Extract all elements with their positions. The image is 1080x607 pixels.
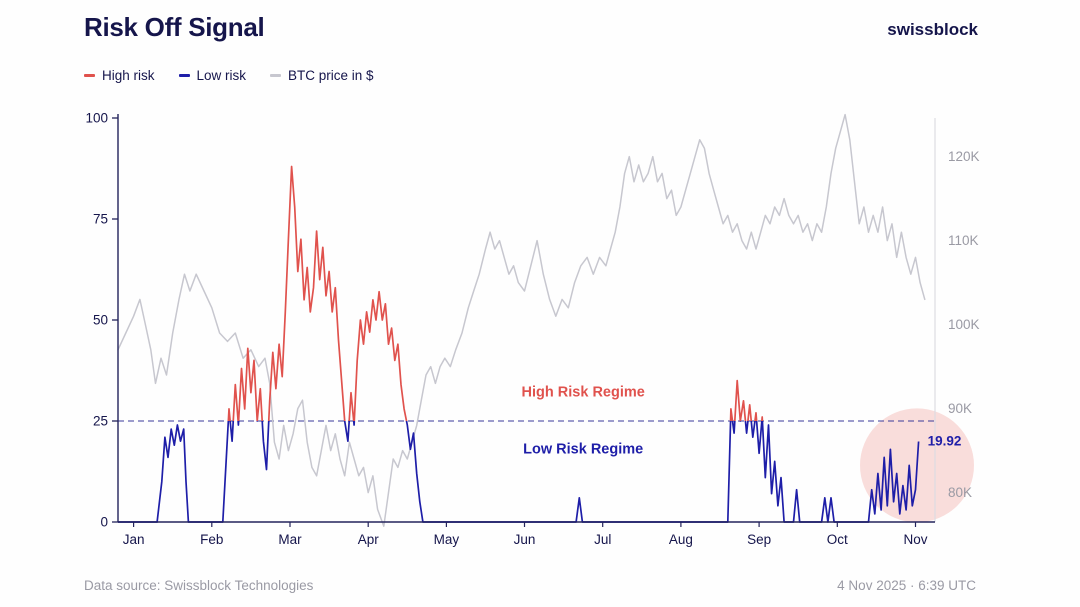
legend-label-btc-price: BTC price in $: [288, 68, 374, 83]
risk-line-low: [118, 421, 920, 523]
left-axis-label: 100: [85, 111, 108, 126]
month-label: May: [434, 532, 460, 547]
month-label: Aug: [669, 532, 693, 547]
timestamp: 4 Nov 2025 · 6:39 UTC: [837, 578, 976, 593]
data-source-note: Data source: Swissblock Technologies: [84, 578, 314, 593]
btc-price-dash-icon: [270, 74, 282, 77]
legend-label-low-risk: Low risk: [196, 68, 247, 83]
chart-legend: High risk Low risk BTC price in $: [84, 68, 374, 83]
swissblock-logo: swissblock: [887, 20, 978, 39]
left-axis-label: 0: [100, 515, 108, 530]
right-axis-label: 90K: [948, 401, 972, 416]
annotation-low-risk-regime: Low Risk Regime: [523, 441, 643, 457]
legend-item-low-risk: Low risk: [178, 68, 247, 83]
annotation-19-92: 19.92: [928, 434, 962, 449]
legend-label-high-risk: High risk: [102, 68, 155, 83]
left-axis-label: 25: [93, 414, 108, 429]
legend-item-btc-price: BTC price in $: [270, 68, 374, 83]
right-axis-label: 100K: [948, 317, 980, 332]
high-risk-dash-icon: [84, 74, 95, 77]
left-axis-label: 50: [93, 313, 108, 328]
month-label: Nov: [903, 532, 927, 547]
page-title: Risk Off Signal: [84, 12, 265, 42]
right-axis-label: 120K: [948, 149, 980, 164]
month-label: Jan: [123, 532, 145, 547]
month-label: Jul: [594, 532, 611, 547]
legend-item-high-risk: High risk: [84, 68, 155, 83]
month-label: Feb: [200, 532, 223, 547]
risk-line-high: [227, 165, 764, 421]
right-axis-label: 110K: [948, 233, 979, 248]
right-axis-label: 80K: [948, 485, 972, 500]
month-label: Mar: [278, 532, 302, 547]
month-label: Jun: [514, 532, 536, 547]
annotation-high-risk-regime: High Risk Regime: [522, 385, 645, 401]
low-risk-dash-icon: [178, 74, 190, 77]
month-label: Apr: [358, 532, 380, 547]
month-label: Sep: [747, 532, 771, 547]
btc-price-line: [117, 113, 926, 527]
month-label: Oct: [827, 532, 848, 547]
left-axis-label: 75: [93, 212, 108, 227]
